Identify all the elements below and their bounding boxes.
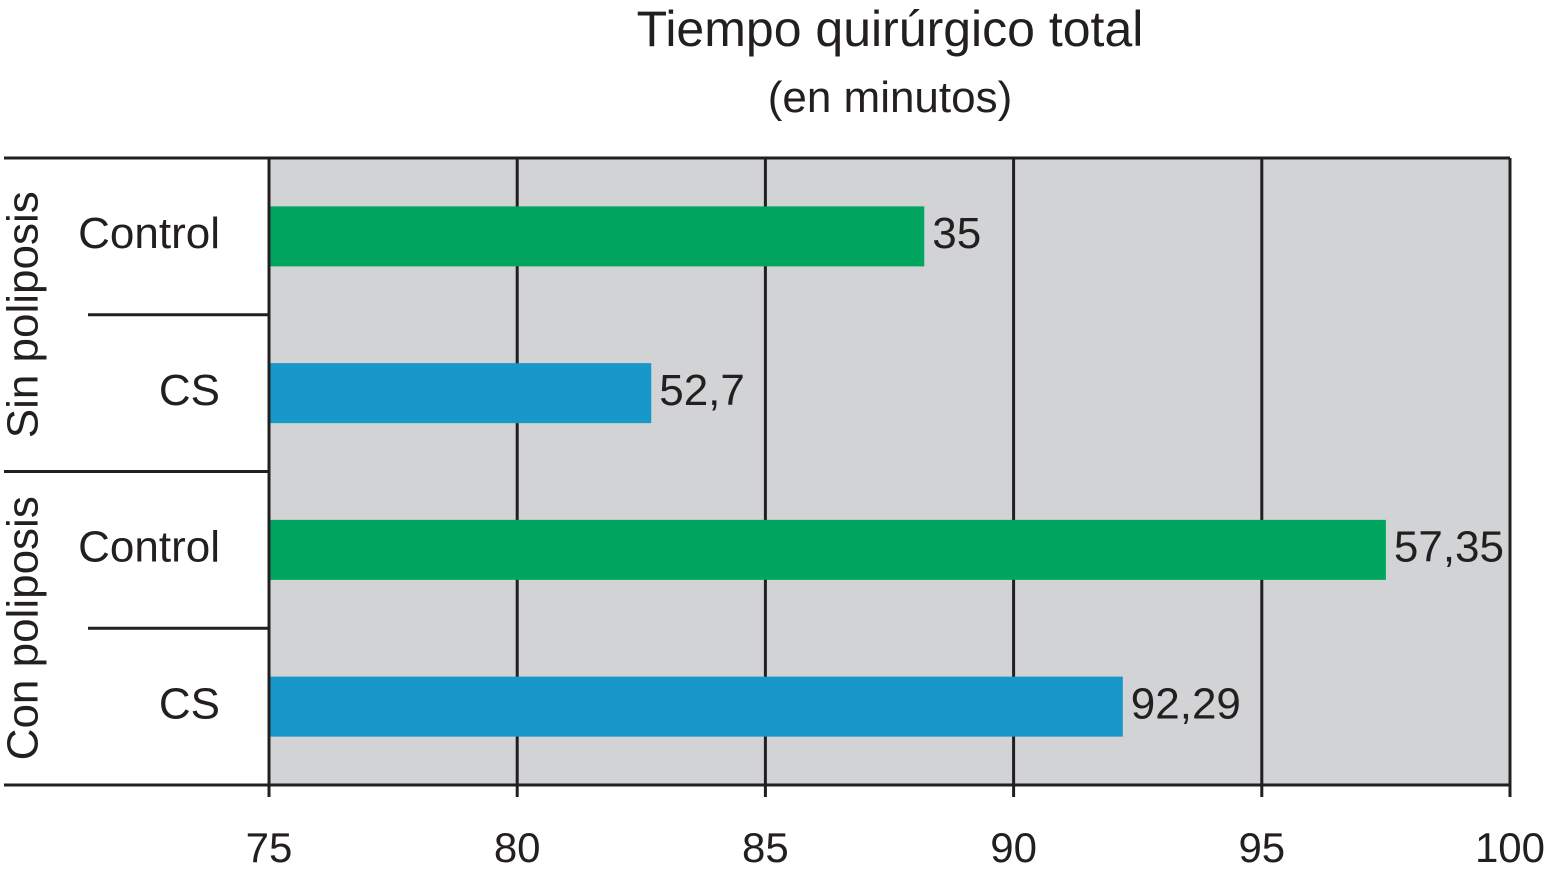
- bar: [270, 206, 925, 267]
- bar: [270, 519, 1386, 580]
- data-label: 92,29: [1131, 679, 1241, 728]
- x-tick-label: 85: [742, 824, 789, 871]
- category-label: Control: [78, 523, 220, 572]
- data-label: 52,7: [659, 366, 745, 415]
- category-label: Control: [78, 209, 220, 258]
- group-label: Con poliposis: [0, 496, 48, 760]
- data-label: 35: [932, 209, 981, 258]
- bar: [270, 363, 652, 424]
- bars: [270, 206, 1386, 737]
- x-tick-label: 95: [1238, 824, 1285, 871]
- category-labels: Sin poliposis Control 35 CS 52,7 Con poliposi…: [0, 191, 1504, 760]
- x-tick-label: 90: [990, 824, 1037, 871]
- group-label: Sin poliposis: [0, 191, 48, 438]
- category-label: CS: [159, 366, 220, 415]
- x-tick-label: 75: [246, 824, 293, 871]
- bar: [270, 676, 1123, 737]
- x-tick-label: 80: [494, 824, 541, 871]
- category-label: CS: [159, 679, 220, 728]
- chart-title: Tiempo quirúrgico total: [637, 1, 1144, 57]
- data-label: 57,35: [1394, 523, 1504, 572]
- x-tick-labels: 75 80 85 90 95 100: [246, 824, 1545, 871]
- x-tick-label: 100: [1475, 824, 1545, 871]
- chart-subtitle: (en minutos): [768, 73, 1013, 122]
- axis-frame: [4, 156, 1510, 797]
